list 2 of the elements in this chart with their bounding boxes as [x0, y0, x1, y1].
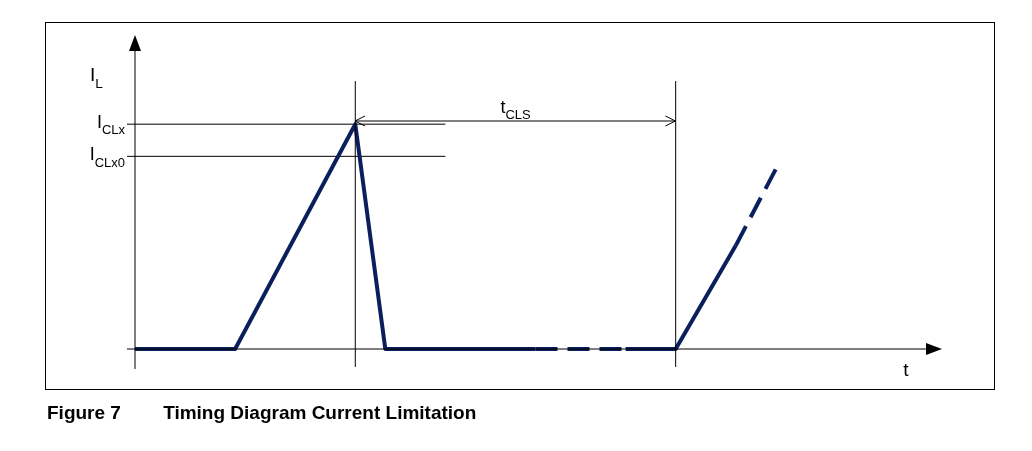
- x-axis-title: t: [903, 359, 910, 381]
- text: Figure 7 Timing Diagram Current Limitation: [47, 402, 477, 424]
